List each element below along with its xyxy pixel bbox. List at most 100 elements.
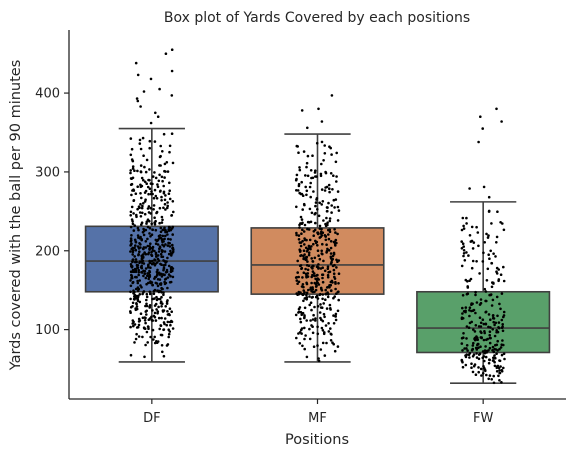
data-point	[148, 226, 152, 230]
data-point	[296, 189, 300, 192]
data-point	[160, 199, 163, 202]
data-point	[145, 309, 148, 313]
data-point	[462, 245, 466, 248]
data-point	[145, 220, 149, 223]
data-point	[329, 172, 333, 175]
outlier-point	[495, 107, 498, 111]
data-point	[167, 192, 171, 195]
data-point	[144, 316, 147, 320]
data-point	[462, 249, 466, 252]
data-point	[165, 302, 169, 305]
data-point	[161, 350, 164, 354]
data-point	[481, 350, 485, 353]
data-point	[148, 292, 152, 296]
data-point	[487, 377, 491, 381]
data-point	[137, 253, 140, 256]
data-point	[335, 151, 339, 155]
data-point	[329, 289, 333, 293]
data-point	[297, 292, 301, 296]
data-point	[153, 277, 156, 280]
data-point	[307, 251, 311, 254]
data-point	[336, 232, 339, 236]
data-point	[163, 198, 167, 202]
data-point	[305, 276, 308, 279]
data-point	[299, 244, 303, 248]
data-point	[297, 238, 301, 241]
data-point	[143, 327, 147, 331]
data-point	[166, 343, 170, 346]
data-point	[138, 237, 142, 240]
chart-title: Box plot of Yards Covered by each positi…	[164, 10, 470, 26]
data-point	[151, 283, 154, 287]
data-point	[155, 255, 158, 258]
data-point	[138, 242, 141, 245]
data-point	[310, 296, 314, 299]
data-point	[156, 268, 159, 272]
data-point	[303, 237, 306, 240]
data-point	[130, 218, 134, 221]
data-point	[327, 330, 331, 333]
data-point	[490, 285, 494, 289]
data-point	[490, 378, 494, 381]
data-point	[148, 270, 152, 274]
data-point	[150, 222, 153, 226]
data-point	[137, 323, 141, 327]
data-point	[316, 265, 319, 269]
data-point	[336, 309, 340, 313]
data-point	[148, 248, 151, 251]
data-point	[321, 273, 324, 277]
data-point	[500, 292, 504, 295]
data-point	[151, 247, 154, 250]
data-point	[477, 346, 480, 350]
data-point	[477, 325, 481, 328]
data-point	[152, 196, 156, 200]
data-point	[334, 238, 338, 242]
data-point	[297, 234, 301, 237]
data-point	[489, 336, 492, 340]
data-point	[321, 280, 325, 284]
data-point	[154, 251, 158, 255]
data-point	[309, 286, 313, 290]
data-point	[501, 329, 505, 333]
data-point	[165, 323, 168, 327]
data-point	[297, 280, 301, 284]
data-point	[470, 302, 473, 305]
data-point	[320, 203, 324, 206]
data-point	[327, 237, 331, 241]
data-point	[137, 268, 140, 272]
data-point	[465, 216, 468, 220]
data-point	[329, 252, 333, 255]
data-point	[147, 192, 150, 196]
data-point	[472, 241, 476, 244]
data-point	[498, 379, 501, 382]
data-point	[144, 240, 148, 243]
data-point	[304, 334, 307, 337]
data-point	[305, 238, 308, 242]
data-point	[144, 276, 148, 280]
data-point	[311, 318, 315, 321]
data-point	[482, 251, 485, 255]
data-point	[154, 176, 158, 180]
data-point	[319, 316, 322, 320]
outlier-point	[320, 120, 324, 123]
data-point	[143, 269, 147, 273]
data-point	[491, 349, 494, 352]
data-point	[324, 292, 328, 296]
data-point	[500, 353, 504, 357]
data-point	[155, 308, 158, 311]
data-point	[140, 286, 143, 289]
data-point	[475, 352, 478, 355]
data-point	[318, 201, 322, 205]
data-point	[488, 341, 492, 345]
data-point	[295, 177, 298, 181]
data-point	[148, 260, 152, 263]
data-point	[317, 359, 321, 363]
data-point	[491, 314, 495, 318]
data-point	[488, 346, 492, 350]
data-point	[325, 206, 329, 209]
data-point	[153, 288, 157, 292]
data-point	[479, 321, 483, 325]
data-point	[134, 258, 138, 261]
data-point	[314, 201, 318, 204]
data-point	[498, 371, 502, 375]
